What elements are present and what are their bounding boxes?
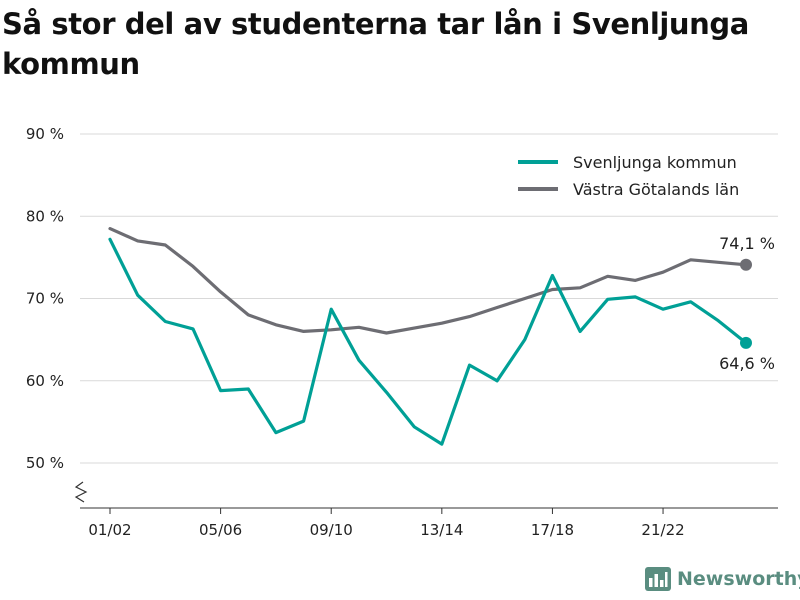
end-value-label: 74,1 %: [719, 234, 775, 253]
series-lines: 74,1 % 64,6 %: [108, 227, 775, 446]
series-line: [108, 227, 748, 335]
legend-label: Svenljunga kommun: [573, 153, 737, 172]
y-tick-label: 60 %: [26, 372, 64, 390]
y-axis-ticks: 50 % 60 % 70 % 80 % 90 %: [26, 125, 64, 472]
bar-chart-logo-icon: [645, 567, 671, 591]
brand-logo: Newsworthy: [645, 567, 800, 591]
y-tick-label: 80 %: [26, 207, 64, 225]
y-tick-label: 70 %: [26, 290, 64, 308]
y-tick-label: 50 %: [26, 454, 64, 472]
x-tick-label: 21/22: [641, 521, 684, 539]
end-point-marker: [740, 336, 752, 349]
x-tick-label: 09/10: [310, 521, 353, 539]
x-tick-label: 01/02: [88, 521, 131, 539]
gridlines: [80, 133, 778, 464]
x-tick-label: 17/18: [531, 521, 574, 539]
x-tick-label: 13/14: [420, 521, 463, 539]
x-tick-label: 05/06: [199, 521, 242, 539]
y-tick-label: 90 %: [26, 125, 64, 143]
series-line: [108, 237, 748, 446]
end-value-label: 64,6 %: [719, 354, 775, 373]
chart-title: Så stor del av studenterna tar lån i Sve…: [2, 7, 749, 81]
legend: Svenljunga kommun Västra Götalands län: [518, 153, 739, 199]
brand-name: Newsworthy: [677, 568, 800, 590]
axis-break-icon: [74, 481, 88, 503]
legend-label: Västra Götalands län: [573, 180, 739, 199]
end-point-marker: [740, 258, 752, 271]
x-axis: [74, 481, 778, 509]
x-axis-ticks: 01/02 05/06 09/10 13/14 17/18 21/22: [88, 508, 685, 539]
